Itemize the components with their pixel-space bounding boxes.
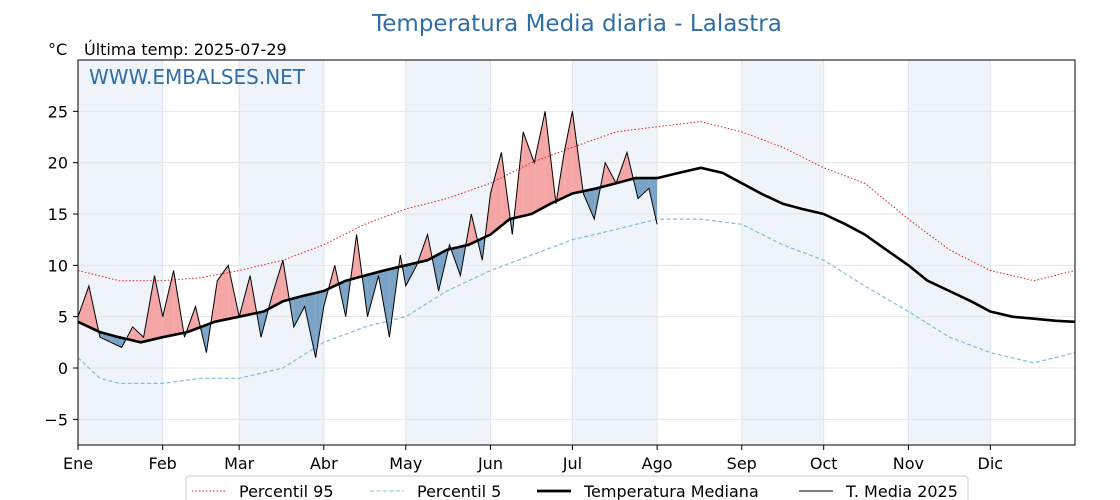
- above-median-fill: [162, 270, 174, 338]
- unit-label: °C: [48, 40, 67, 59]
- above-median-fill: [78, 285, 89, 327]
- x-tick-label: Jul: [562, 454, 582, 473]
- above-median-fill: [271, 260, 283, 308]
- x-tick-label: May: [389, 454, 422, 473]
- above-median-fill: [132, 326, 144, 342]
- above-median-fill: [154, 275, 163, 340]
- month-band: [741, 60, 824, 445]
- y-tick-label: 5: [58, 308, 68, 327]
- y-tick-label: 10: [48, 256, 68, 275]
- above-median-fill: [490, 152, 502, 235]
- x-tick-label: Dic: [978, 454, 1004, 473]
- above-median-fill: [523, 131, 535, 216]
- legend-label-p95: Percentil 95: [239, 482, 334, 500]
- legend: Percentil 95 Percentil 5 Temperatura Med…: [185, 475, 969, 500]
- watermark: WWW.EMBALSES.NET: [89, 65, 306, 89]
- gridlines: [77, 60, 1075, 445]
- series-line-median: [77, 166, 1076, 344]
- x-tick-label: Nov: [893, 454, 924, 473]
- last-temp-label: Última temp: 2025-07-29: [84, 40, 287, 59]
- y-tick-label: 0: [58, 359, 68, 378]
- legend-label-p5: Percentil 5: [417, 482, 501, 500]
- x-tick-label: Feb: [149, 454, 177, 473]
- y-tick-label: 15: [48, 205, 68, 224]
- x-tick-label: Abr: [310, 454, 338, 473]
- below-median-fill: [304, 292, 316, 358]
- series-line-p95: [77, 121, 1076, 282]
- above-median-fill: [564, 111, 573, 198]
- month-band: [572, 60, 658, 445]
- x-tick-label: Ago: [642, 454, 673, 473]
- below-median-fill: [648, 178, 658, 225]
- below-median-fill: [637, 178, 649, 199]
- x-axis-ticks: Ene Feb Mar Abr May Jun Jul Ago Sep Oct Nov Dic: [63, 445, 1003, 473]
- series-line-p5: [77, 218, 1076, 384]
- month-bands: [78, 60, 991, 445]
- series-line-current: [77, 111, 658, 358]
- above-median-fill: [534, 111, 546, 213]
- x-tick-label: Jun: [477, 454, 503, 473]
- month-band: [908, 60, 991, 445]
- y-axis-ticks: −5 0 5 10 15 20 25: [44, 102, 78, 429]
- legend-label-current: T. Media 2025: [845, 482, 958, 500]
- above-median-fill: [217, 265, 229, 322]
- y-tick-label: 25: [48, 102, 68, 121]
- y-tick-label: 20: [48, 154, 68, 173]
- month-band: [239, 60, 324, 445]
- below-median-fill: [315, 291, 324, 358]
- legend-box: [185, 475, 969, 500]
- y-tick-label: −5: [44, 410, 68, 429]
- month-band: [78, 60, 163, 445]
- x-tick-label: Ene: [63, 454, 93, 473]
- plot-frame: [77, 59, 1076, 446]
- x-tick-label: Oct: [810, 454, 838, 473]
- chart-title: Temperatura Media diaria - Lalastra: [371, 11, 782, 37]
- below-median-fill: [293, 295, 305, 327]
- anomaly-fills: [78, 111, 658, 358]
- series-lines: [77, 111, 1076, 384]
- legend-label-median: Temperatura Mediana: [583, 482, 759, 500]
- x-tick-label: Sep: [727, 454, 757, 473]
- x-tick-label: Mar: [224, 454, 255, 473]
